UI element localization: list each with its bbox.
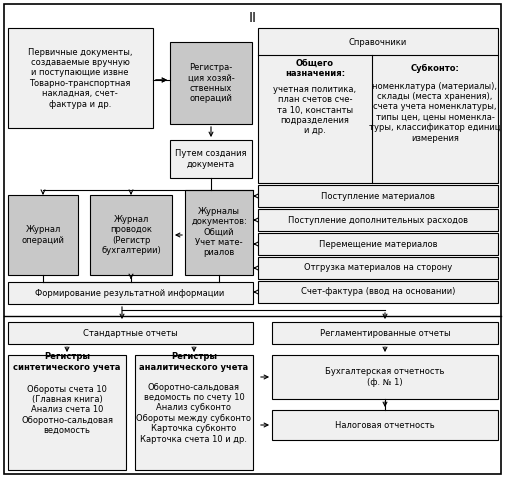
Bar <box>258 233 498 255</box>
Text: Путем создания
документа: Путем создания документа <box>175 149 247 169</box>
Bar <box>8 28 153 128</box>
Text: учетная политика,
план счетов сче-
та 10, константы
подразделения
и др.: учетная политика, план счетов сче- та 10… <box>273 85 357 135</box>
Bar <box>170 42 252 124</box>
Text: номенклатура (материалы),
склады (места хранения),
счета учета номенклатуры,
тип: номенклатура (материалы), склады (места … <box>369 82 501 142</box>
Bar <box>8 322 253 344</box>
Text: Регистры
аналитического учета: Регистры аналитического учета <box>139 352 248 372</box>
Bar <box>8 282 253 304</box>
Text: Поступление дополнительных расходов: Поступление дополнительных расходов <box>288 216 468 225</box>
Text: Справочники: Справочники <box>349 37 407 46</box>
Text: Поступление материалов: Поступление материалов <box>321 192 435 200</box>
Bar <box>258 257 498 279</box>
Text: Счет-фактура (ввод на основании): Счет-фактура (ввод на основании) <box>301 287 455 296</box>
Text: Журналы
документов:
Общий
Учет мате-
риалов: Журналы документов: Общий Учет мате- риа… <box>191 206 247 257</box>
Text: Первичные документы,
создаваемые вручную
и поступающие извне
Товарно-транспортна: Первичные документы, создаваемые вручную… <box>28 47 132 109</box>
Text: Субконто:: Субконто: <box>411 64 460 73</box>
Bar <box>8 195 78 275</box>
Bar <box>272 322 498 344</box>
Bar <box>272 355 498 399</box>
Text: Общего
назначения:: Общего назначения: <box>285 58 345 78</box>
Text: Налоговая отчетность: Налоговая отчетность <box>335 421 435 430</box>
Bar <box>258 28 498 183</box>
Text: Регистры
синтетического учета: Регистры синтетического учета <box>13 352 121 372</box>
Bar <box>185 190 253 275</box>
Text: Обороты счета 10
(Главная книга)
Анализ счета 10
Оборотно-сальдовая
ведомость: Обороты счета 10 (Главная книга) Анализ … <box>21 385 113 435</box>
Text: Оборотно-сальдовая
ведомость по счету 10
Анализ субконто
Обороты между субконто
: Оборотно-сальдовая ведомость по счету 10… <box>136 382 251 444</box>
Text: Регистра-
ция хозяй-
ственных
операций: Регистра- ция хозяй- ственных операций <box>188 63 234 103</box>
Bar <box>258 209 498 231</box>
Bar <box>258 281 498 303</box>
Text: Регламентированные отчеты: Регламентированные отчеты <box>320 328 450 337</box>
Bar <box>170 140 252 178</box>
Text: Журнал
операций: Журнал операций <box>22 225 65 245</box>
Bar <box>272 410 498 440</box>
Text: Формирование результатной информации: Формирование результатной информации <box>35 289 225 297</box>
Text: Бухгалтерская отчетность
(ф. № 1): Бухгалтерская отчетность (ф. № 1) <box>325 367 445 387</box>
Text: Перемещение материалов: Перемещение материалов <box>319 239 437 249</box>
Bar <box>135 355 253 470</box>
Bar <box>258 185 498 207</box>
Bar <box>90 195 172 275</box>
Text: Журнал
проводок
(Регистр
бухгалтерии): Журнал проводок (Регистр бухгалтерии) <box>101 215 161 255</box>
Bar <box>8 355 126 470</box>
Text: Отгрузка материалов на сторону: Отгрузка материалов на сторону <box>304 263 452 272</box>
Text: II: II <box>248 11 257 25</box>
Text: Стандартные отчеты: Стандартные отчеты <box>83 328 177 337</box>
